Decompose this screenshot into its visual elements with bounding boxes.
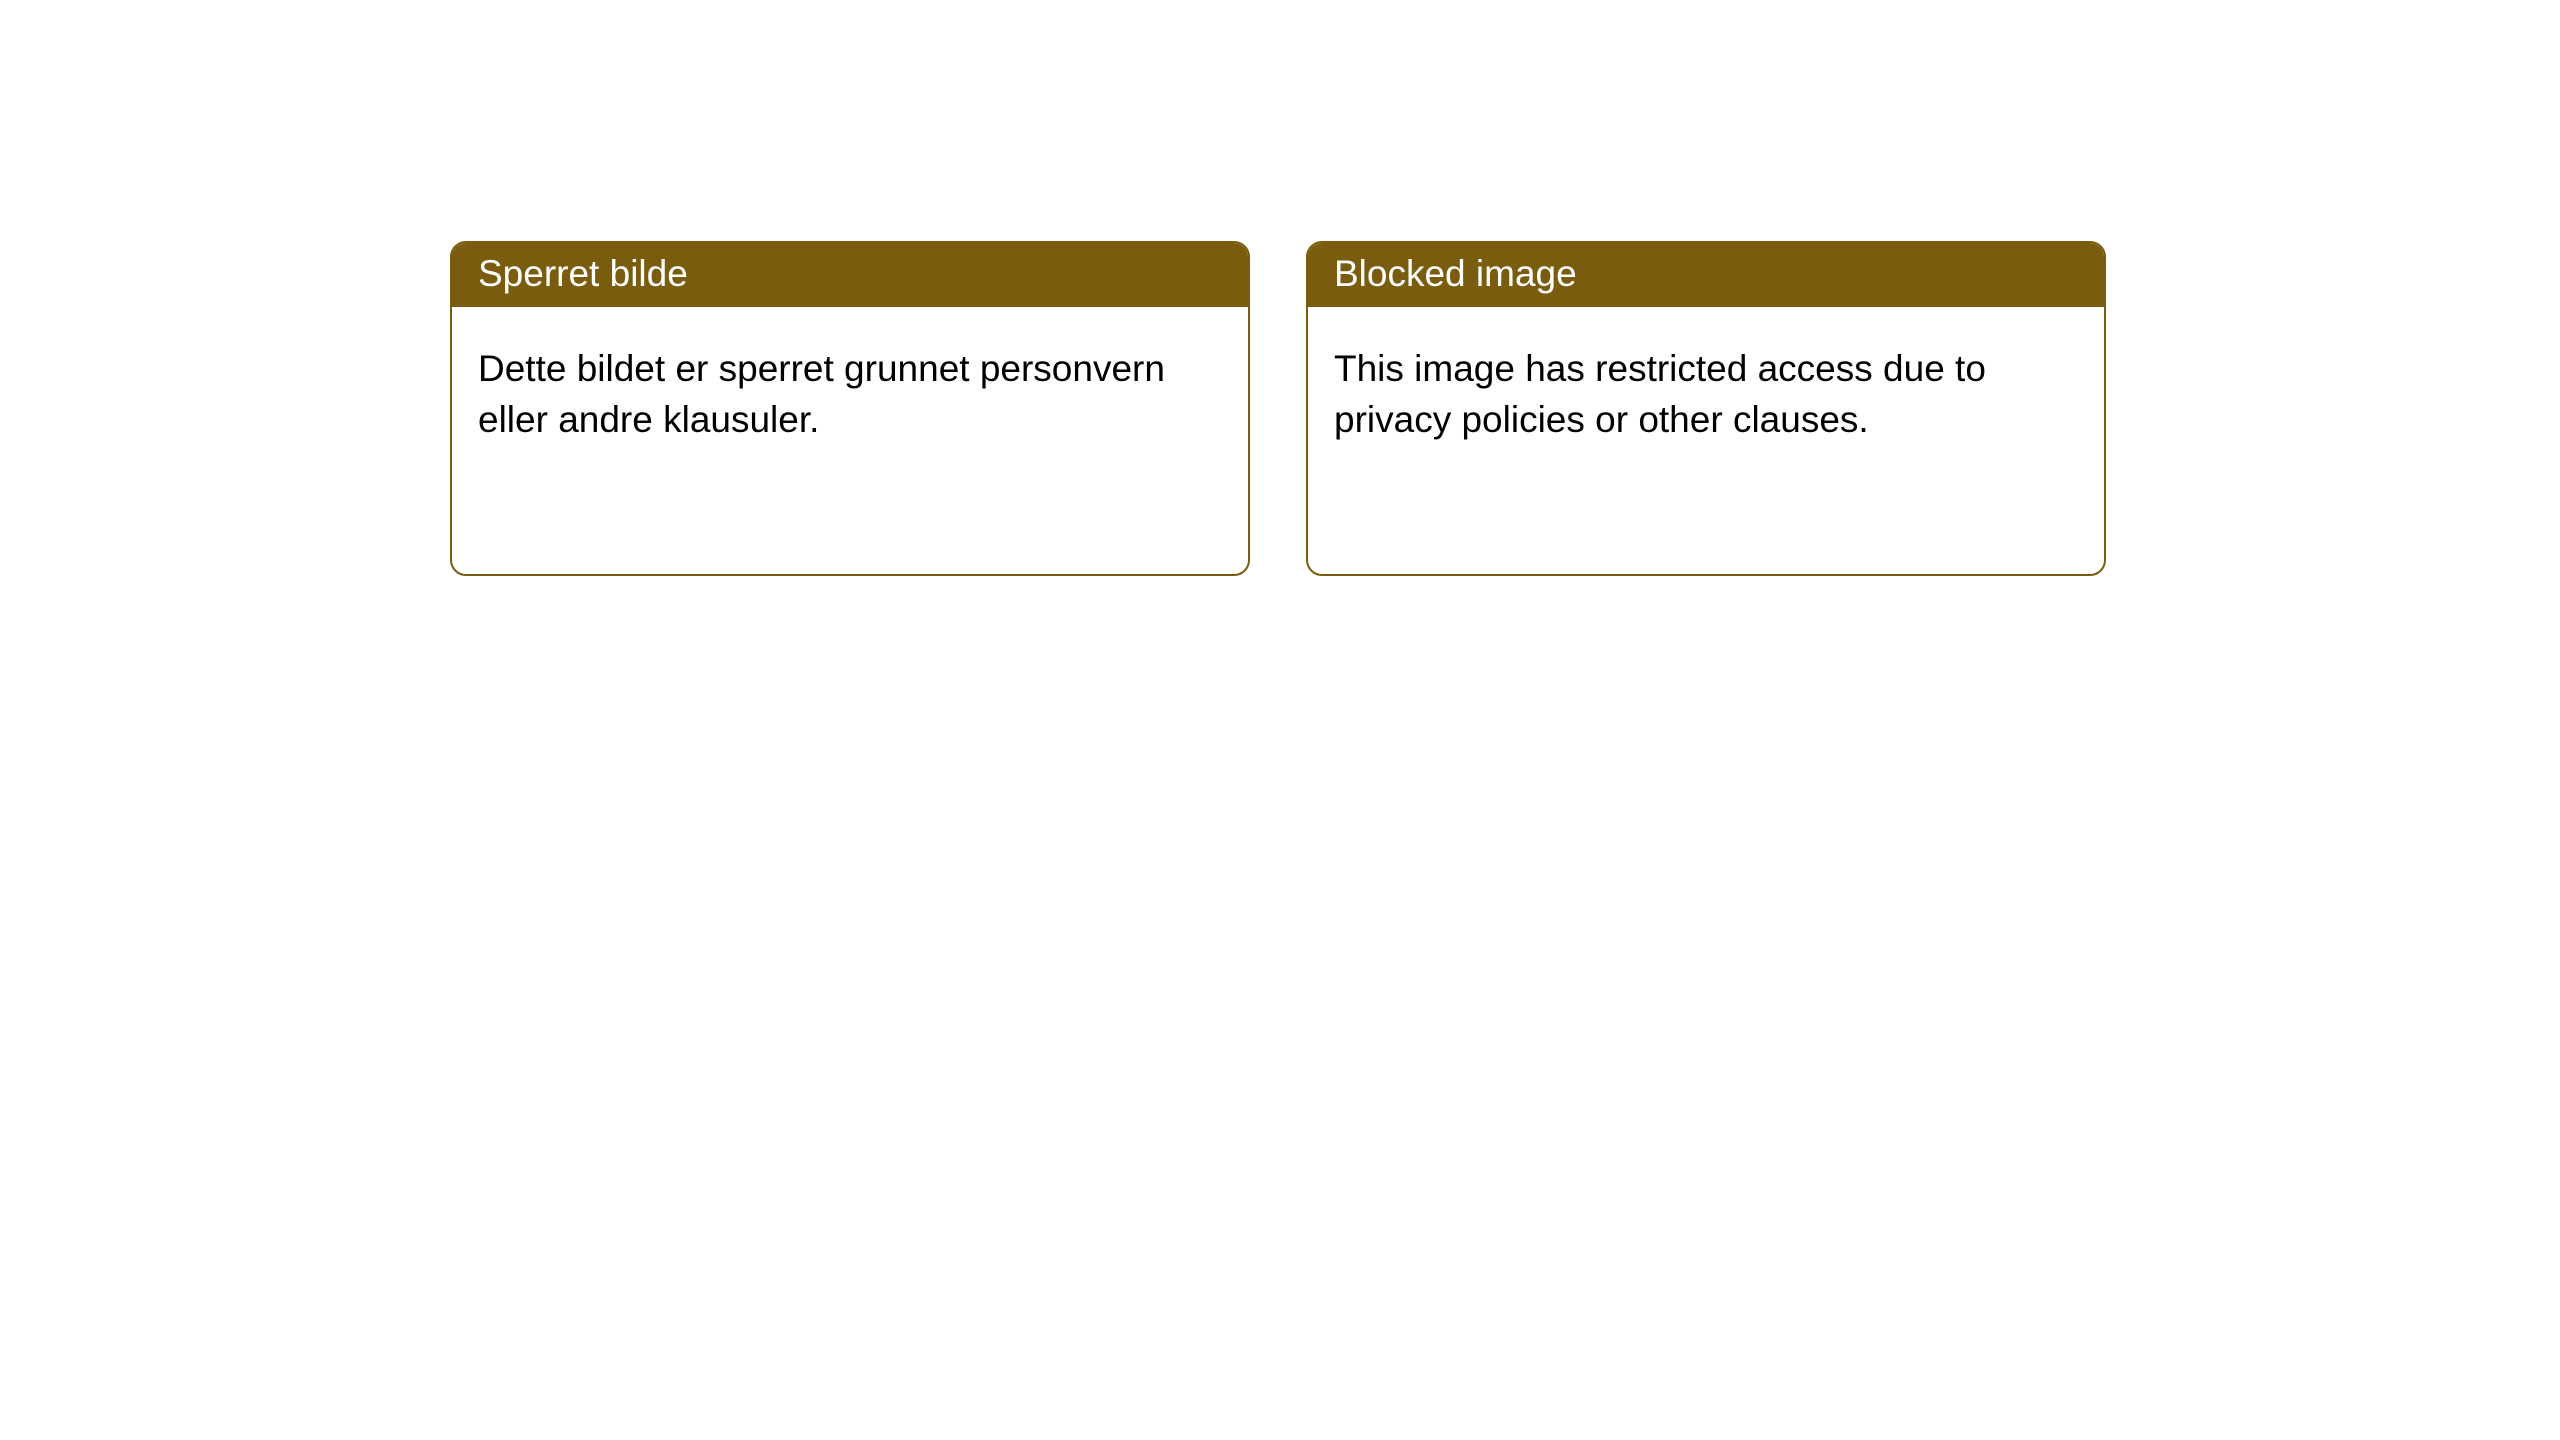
card-container: Sperret bilde Dette bildet er sperret gr… xyxy=(450,241,2106,576)
blocked-image-card-norwegian: Sperret bilde Dette bildet er sperret gr… xyxy=(450,241,1250,576)
card-header: Sperret bilde xyxy=(452,243,1248,307)
card-header: Blocked image xyxy=(1308,243,2104,307)
blocked-image-card-english: Blocked image This image has restricted … xyxy=(1306,241,2106,576)
card-title: Blocked image xyxy=(1334,253,1577,294)
card-body-text: This image has restricted access due to … xyxy=(1334,348,1986,440)
card-body: This image has restricted access due to … xyxy=(1308,307,2104,481)
card-title: Sperret bilde xyxy=(478,253,688,294)
card-body-text: Dette bildet er sperret grunnet personve… xyxy=(478,348,1165,440)
card-body: Dette bildet er sperret grunnet personve… xyxy=(452,307,1248,481)
